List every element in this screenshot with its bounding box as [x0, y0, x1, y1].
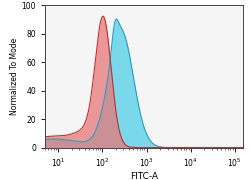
X-axis label: FITC-A: FITC-A: [130, 172, 158, 180]
Y-axis label: Normalized To Mode: Normalized To Mode: [10, 38, 19, 115]
